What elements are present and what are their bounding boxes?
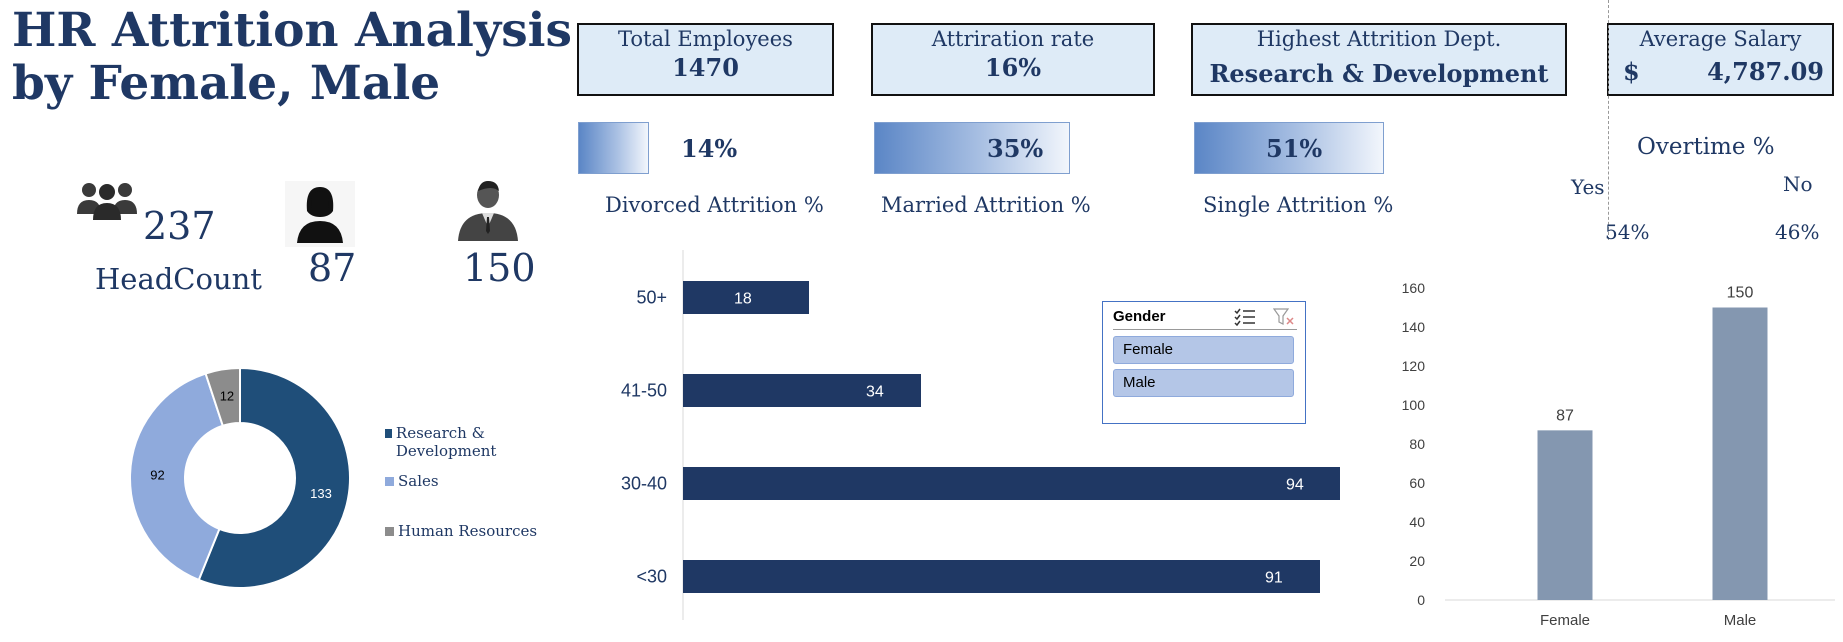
y-tick-label: 60	[1409, 475, 1425, 491]
married-attrition-value: 35%	[987, 134, 1044, 163]
kpi-label: Average Salary	[1639, 27, 1802, 51]
y-tick-label: 140	[1402, 319, 1426, 335]
age-category-label: 50+	[636, 288, 667, 308]
gender-column-chart: 0 20 40 60 80 100 120 140 160 87 Female 150 Male	[1402, 280, 1835, 629]
donut-data-label: 133	[310, 486, 332, 501]
y-tick-label: 120	[1402, 358, 1426, 374]
overtime-no-label: No	[1783, 172, 1813, 196]
department-donut-chart: 133 92 12	[129, 366, 351, 589]
kpi-label: Highest Attrition Dept.	[1256, 27, 1502, 51]
legend-label: Human Resources	[398, 522, 538, 540]
kpi-value: Research & Development	[1209, 59, 1549, 88]
legend-item-rd: Research & Development	[385, 424, 545, 460]
currency-symbol: $	[1623, 57, 1640, 86]
single-attrition-bar	[1194, 122, 1384, 174]
legend-swatch	[385, 527, 394, 536]
donut-data-label: 12	[220, 389, 234, 404]
donut-slice-sales	[129, 372, 225, 582]
headcount-male: 150	[463, 246, 536, 290]
overtime-no-value: 46%	[1775, 220, 1820, 244]
age-bar-0	[683, 281, 809, 314]
kpi-value: 1470	[672, 53, 739, 82]
kpi-highest-dept: Highest Attrition Dept. Research & Devel…	[1191, 23, 1567, 96]
headcount-label: HeadCount	[95, 262, 262, 296]
y-tick-label: 0	[1417, 592, 1425, 608]
donut-slice-rd	[197, 366, 351, 589]
headcount-total: 237	[143, 204, 216, 248]
legend-label: Sales	[398, 472, 439, 490]
age-bar-value-label: 34	[866, 384, 884, 401]
x-category-label: Female	[1540, 612, 1590, 629]
donut-data-label: 92	[150, 467, 164, 482]
slicer-option-female[interactable]: Female	[1113, 336, 1294, 364]
y-tick-label: 40	[1409, 514, 1425, 530]
kpi-value: 16%	[984, 53, 1042, 82]
single-attrition-value: 51%	[1266, 134, 1323, 163]
age-category-label: <30	[636, 567, 667, 587]
donut-slice-hr	[204, 366, 241, 428]
gender-column-0	[1537, 430, 1593, 600]
age-bar-1	[683, 374, 921, 407]
headcount-female: 87	[308, 246, 357, 290]
dashboard-title: HR Attrition Analysis by Female, Male	[12, 4, 572, 110]
married-attrition-label: Married Attrition %	[881, 193, 1091, 217]
divorced-attrition-bar	[578, 122, 649, 174]
legend-swatch	[385, 477, 394, 486]
title-line-1: HR Attrition Analysis	[12, 3, 572, 58]
y-tick-label: 100	[1402, 397, 1426, 413]
age-bar-value-label: 91	[1265, 570, 1283, 587]
multi-select-icon[interactable]	[1234, 308, 1256, 331]
gender-slicer[interactable]: Gender Female Male	[1102, 301, 1306, 424]
kpi-value: 4,787.09	[1707, 57, 1824, 86]
y-tick-label: 20	[1409, 553, 1425, 569]
y-tick-label: 160	[1402, 280, 1426, 296]
divorced-attrition-value: 14%	[681, 134, 738, 163]
age-group-bar-chart: 50+ 18 41-50 34 30-40 94 <30 91	[621, 250, 1340, 620]
married-attrition-bar	[874, 122, 1070, 174]
title-line-2: by Female, Male	[12, 56, 441, 111]
age-category-label: 41-50	[621, 381, 667, 401]
overtime-yes-value: 54%	[1605, 220, 1650, 244]
divider-line	[1608, 0, 1609, 240]
x-category-label: Male	[1724, 612, 1757, 629]
legend-item-hr: Human Resources	[385, 522, 545, 540]
age-category-label: 30-40	[621, 474, 667, 494]
kpi-label: Attriration rate	[931, 27, 1095, 51]
single-attrition-label: Single Attrition %	[1203, 193, 1394, 217]
overtime-yes-label: Yes	[1571, 175, 1605, 199]
age-bar-value-label: 94	[1286, 477, 1304, 494]
kpi-average-salary: Average Salary $ 4,787.09	[1607, 23, 1834, 96]
group-icon	[75, 178, 139, 222]
overtime-title: Overtime %	[1637, 134, 1775, 160]
donut-legend: Research & Development Sales Human Resou…	[385, 424, 545, 540]
gender-column-1	[1712, 307, 1768, 600]
age-bar-2	[683, 467, 1340, 500]
female-user-icon	[285, 181, 355, 247]
male-user-icon	[454, 179, 522, 243]
column-value-label: 87	[1556, 407, 1574, 424]
clear-filter-icon[interactable]	[1272, 308, 1295, 331]
slicer-title: Gender	[1113, 308, 1166, 325]
legend-swatch	[385, 429, 392, 438]
kpi-attrition-rate: Attriration rate 16%	[871, 23, 1155, 96]
slicer-option-male[interactable]: Male	[1113, 369, 1294, 397]
age-bar-value-label: 18	[734, 291, 752, 308]
legend-item-sales: Sales	[385, 472, 545, 490]
legend-label: Research & Development	[395, 424, 497, 460]
kpi-label: Total Employees	[618, 27, 793, 51]
slicer-header-divider	[1113, 329, 1297, 330]
y-tick-label: 80	[1409, 436, 1425, 452]
kpi-total-employees: Total Employees 1470	[577, 23, 834, 96]
age-bar-3	[683, 560, 1320, 593]
divorced-attrition-label: Divorced Attrition %	[605, 193, 824, 217]
column-value-label: 150	[1727, 285, 1754, 302]
